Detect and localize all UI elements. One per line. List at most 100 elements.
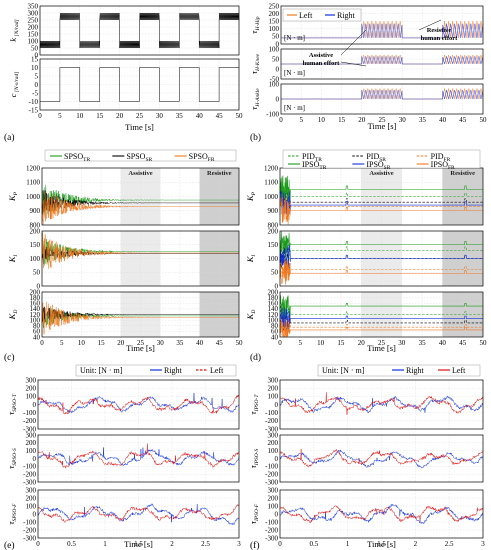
plot-frame	[279, 489, 484, 539]
y-tick-label: 900	[268, 207, 279, 215]
legend-entry: Right	[164, 366, 183, 375]
legend-entry: IPSOSR	[366, 160, 390, 171]
series-line	[279, 505, 484, 524]
x-tick-label: 10	[78, 339, 86, 347]
y-tick-label: 140	[268, 305, 279, 313]
panel-b-subplot-1: -50 0 50 100 τH-Knee [N · m]	[249, 45, 484, 83]
y-tick-label: 0	[276, 40, 280, 48]
y-tick-label: 40	[271, 333, 279, 341]
plot-frame	[279, 230, 484, 287]
x-tick-label: 20	[358, 339, 366, 347]
x-tick-label: 5	[299, 339, 303, 347]
x-axis-label: Time [s]	[126, 343, 155, 353]
y-tick-label: 100	[268, 502, 279, 510]
legend: Left Right	[282, 8, 362, 22]
x-tick-label: 25	[378, 339, 386, 347]
y-tick-label: 150	[28, 30, 39, 38]
legend: Unit: [N · m] Right Left	[317, 364, 481, 377]
y-tick-label: 140	[30, 305, 41, 313]
y-tick-label: 0	[33, 401, 37, 409]
series-line	[279, 231, 483, 257]
x-tick-label: 0	[279, 116, 283, 124]
x-tick-label: 0.5	[309, 540, 318, 548]
y-tick-label: -100	[265, 518, 278, 526]
x-tick-label: 50	[236, 112, 244, 120]
y-tick-label: -15	[29, 106, 39, 114]
y-tick-label: -200	[23, 417, 36, 425]
y-tick-label: 100	[269, 45, 280, 53]
y-tick-label: 100	[30, 255, 41, 263]
y-tick-label: 300	[26, 431, 37, 439]
x-tick-label: 2.5	[201, 540, 210, 548]
x-tick-label: 45	[216, 339, 224, 347]
y-tick-label: 100	[268, 316, 279, 324]
y-tick-label: 100	[268, 393, 279, 401]
series-line	[279, 236, 483, 264]
unit-label: [N · m]	[284, 104, 305, 112]
series-line	[37, 443, 240, 470]
y-tick-label: 200	[268, 384, 279, 392]
plot-frame	[280, 48, 484, 80]
legend-entry: PIDFR	[431, 152, 451, 163]
y-tick-label: 200	[30, 288, 41, 296]
x-tick-label: 40	[196, 112, 204, 120]
y-tick-label: 1200	[26, 164, 41, 172]
y-tick-label: 300	[26, 376, 37, 384]
x-tick-label: 1	[346, 540, 350, 548]
y-tick-label: -100	[266, 110, 279, 118]
panel-c-subplot-1: 0 50 100 150 200 KI	[7, 227, 240, 290]
plot-frame	[41, 230, 240, 287]
y-axis-label: KI	[245, 254, 257, 264]
y-tick-label: 0	[275, 282, 279, 290]
x-tick-label: 10	[318, 116, 326, 124]
zone-label: Assistive	[128, 170, 152, 177]
y-tick-label: 0	[37, 282, 41, 290]
y-tick-label: 180	[30, 294, 41, 302]
annotation: human effort	[303, 60, 340, 67]
y-tick-label: 180	[268, 294, 279, 302]
y-tick-label: 1200	[264, 164, 279, 172]
x-tick-label: 15	[98, 339, 106, 347]
y-tick-label: 100	[269, 25, 280, 33]
panel-d-subplot-1: 0 50 100 150 200 KI	[245, 227, 484, 290]
y-tick-label: -200	[265, 417, 278, 425]
y-axis-label: KP	[7, 191, 19, 202]
plot-frame	[279, 291, 484, 338]
x-axis-label: Time [s]	[367, 343, 396, 353]
plot-frame	[41, 291, 240, 338]
y-tick-label: 200	[268, 494, 279, 502]
y-tick-label: 900	[30, 207, 41, 215]
plot-frame	[37, 489, 240, 539]
legend-entry: SPSOFR	[189, 152, 215, 163]
y-axis-label: τSPSO-T	[6, 393, 18, 415]
series-line	[37, 503, 240, 526]
x-tick-label: 5	[58, 112, 62, 120]
x-tick-label: 2.5	[445, 540, 454, 548]
series-line	[281, 90, 484, 100]
x-tick-label: 15	[96, 112, 104, 120]
series-line	[279, 504, 484, 525]
y-axis-label: τSPSO-S	[6, 448, 18, 469]
x-tick-label: 20	[116, 112, 124, 120]
series-line	[279, 295, 483, 317]
legend-entry: Right	[337, 11, 356, 20]
series-line	[279, 318, 483, 338]
x-tick-label: 40	[196, 339, 204, 347]
y-tick-label: -100	[23, 463, 36, 471]
y-axis-label: τSPSO-F	[6, 503, 18, 525]
legend-entry: IPSOFR	[431, 160, 455, 171]
x-tick-label: 1	[103, 540, 107, 548]
legend-entry: Left	[210, 366, 224, 375]
y-tick-label: 80	[33, 322, 41, 330]
legend-entry: PIDSR	[366, 152, 386, 163]
series-line	[281, 23, 484, 39]
unit-label: [N · m]	[284, 34, 305, 42]
x-tick-label: 50	[236, 339, 244, 347]
legend: PIDTR PIDSR PIDFR IPSOTR IPSOSR IPSOFR	[282, 149, 481, 171]
x-tick-label: 40	[439, 116, 447, 124]
x-tick-label: 30	[399, 116, 407, 124]
panel-label: (c)	[4, 352, 15, 363]
